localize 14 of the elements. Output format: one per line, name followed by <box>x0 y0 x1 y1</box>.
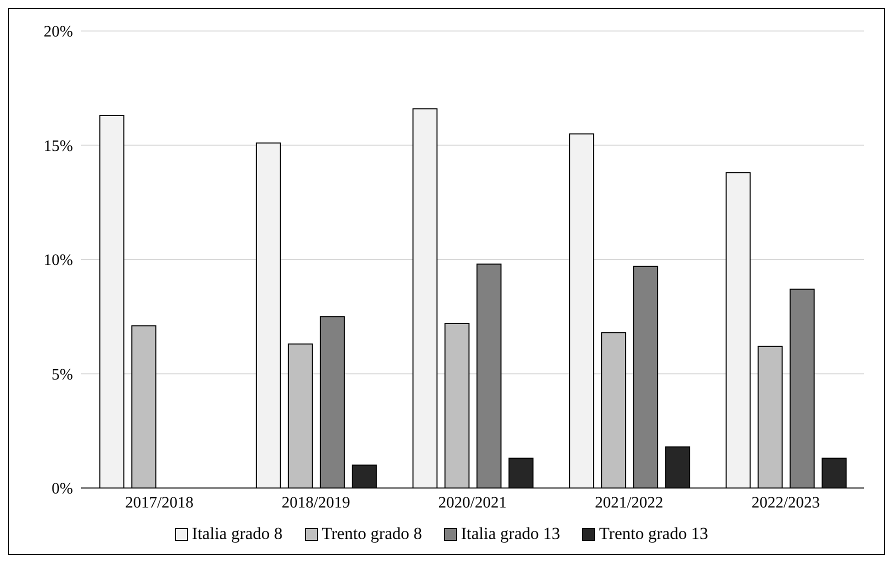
x-tick-label: 2022/2023 <box>751 494 820 512</box>
x-tick-label: 2021/2022 <box>594 494 664 512</box>
y-tick-label: 10% <box>44 252 73 270</box>
legend-label: Trento grado 8 <box>320 524 422 544</box>
y-tick-label: 15% <box>44 138 73 155</box>
legend-label: Italia grado 13 <box>460 524 560 544</box>
legend-label: Italia grado 8 <box>190 524 283 544</box>
y-tick-label: 0% <box>52 480 73 498</box>
x-tick-label: 2018/2019 <box>282 494 350 512</box>
legend-label: Trento grado 13 <box>598 524 708 544</box>
y-tick-label: 20% <box>44 24 73 41</box>
x-tick-label: 2020/2021 <box>438 494 507 512</box>
x-tick-label: 2017/2018 <box>125 494 194 512</box>
y-tick-label: 5% <box>52 366 73 384</box>
